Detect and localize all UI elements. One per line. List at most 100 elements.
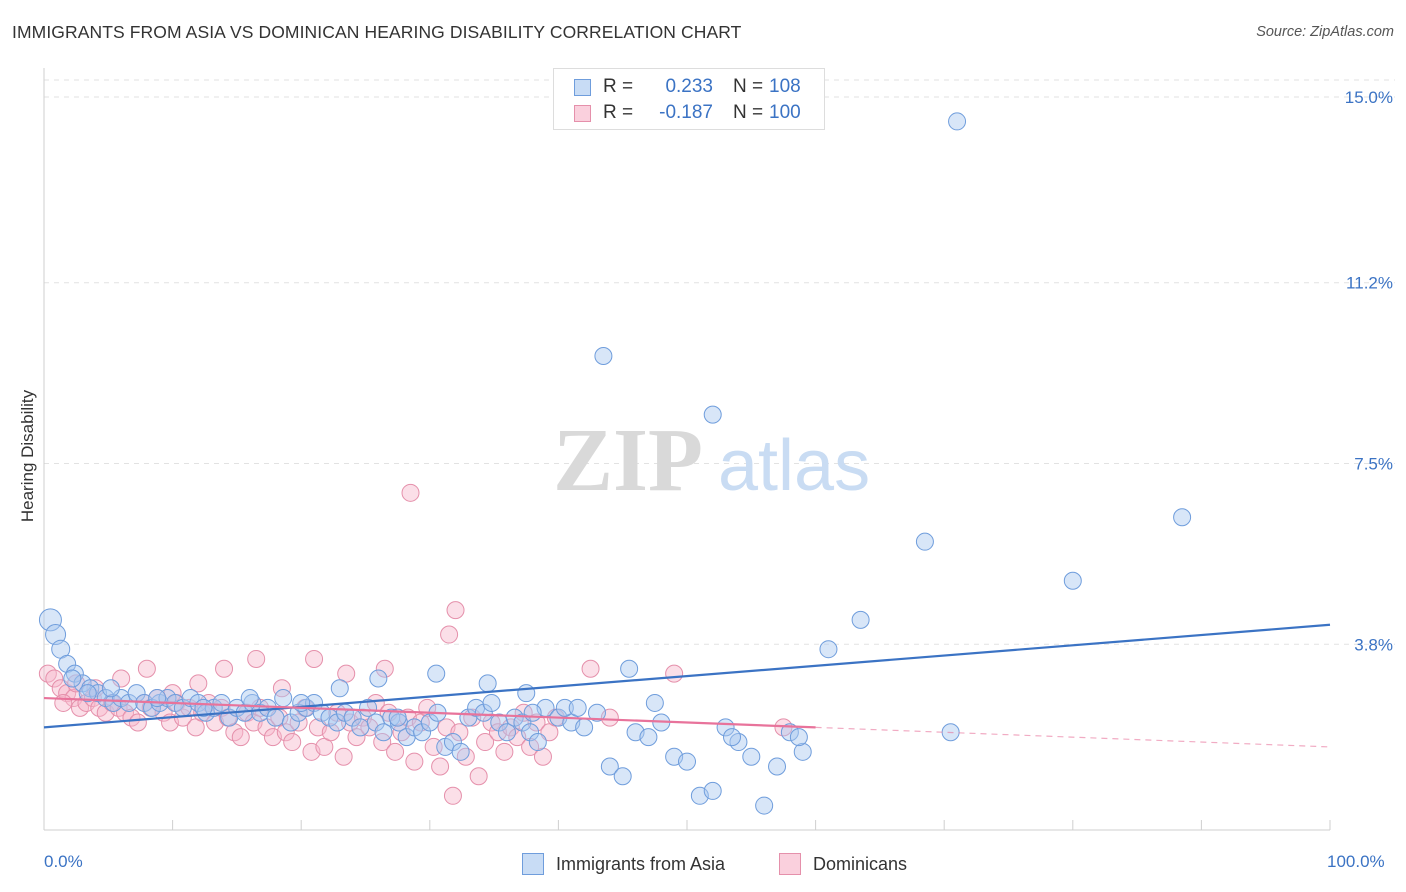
data-point [819,640,838,659]
data-point [575,718,594,737]
data-point [148,689,167,708]
data-point [443,733,462,752]
legend-r-value: -0.187 [659,102,713,123]
data-point [440,625,459,644]
data-point [703,405,722,424]
data-point [334,747,353,766]
data-point [665,664,684,683]
data-point [266,708,285,727]
legend-label-dominicans: Dominicans [813,853,908,874]
data-point [703,781,722,800]
data-point [386,742,405,761]
trend-line-dominicans [43,696,816,729]
data-point [780,723,799,742]
data-point [128,713,147,732]
data-point [768,757,787,776]
data-point [369,669,388,688]
data-point [405,752,424,771]
data-point [474,703,493,722]
data-point [137,659,156,678]
legend-r-value: 0.233 [665,76,713,97]
watermark: ZIP atlas [553,411,870,510]
data-point [613,767,632,786]
data-point [478,674,497,693]
data-point [587,703,606,722]
axes [43,68,1331,831]
data-point [54,693,73,712]
data-point [639,728,658,747]
data-point [527,713,546,732]
data-point [283,733,302,752]
y-axis-label: Hearing Disability [18,389,37,523]
legend-swatch-asia [574,78,591,96]
data-point [456,747,475,766]
legend-row-asia: R = 0.233 N = 108 [574,74,809,100]
data-point [401,483,420,502]
data-point [678,752,696,771]
data-point [276,723,295,742]
data-point [443,786,462,805]
legend-swatch-asia [522,853,544,875]
data-point [723,728,742,747]
data-point [851,610,870,629]
data-point [568,698,587,717]
legend-n-value: 108 [769,76,801,97]
data-point [101,679,120,698]
data-point [413,723,432,742]
data-point [755,796,774,815]
legend-n-value: 100 [769,102,801,123]
data-point [555,698,574,717]
trend-line-asia [43,623,1331,729]
legend-r-label: R = [603,102,634,123]
watermark-zip: ZIP [553,411,703,510]
data-point [351,718,370,737]
trend-line-dominicans-extension [815,726,1331,748]
data-point [645,693,664,712]
data-point [374,723,393,742]
data-point [450,723,469,742]
legend-r-label: R = [603,76,634,97]
data-point [528,733,547,752]
data-point [281,713,300,732]
data-point [495,742,514,761]
data-point [347,728,366,747]
data-point [1063,571,1082,590]
legend-item-asia: Immigrants from Asia [522,853,725,875]
data-point [45,669,64,688]
data-point [482,693,501,712]
trend-lines [43,623,1331,748]
data-point [215,659,234,678]
data-point [793,742,812,761]
data-point [375,659,394,678]
grid-lines [44,79,1395,645]
data-point [431,757,450,776]
chart-source: Source: ZipAtlas.com [1256,24,1394,40]
x-tick-max: 100.0% [1327,852,1385,871]
y-tick-label: 3.8% [1354,635,1393,654]
correlation-legend: R = 0.233 N = 108 R = -0.187 N = 100 [553,68,825,130]
data-point [497,723,516,742]
legend-item-dominicans: Dominicans [779,853,907,875]
legend-swatch-dominicans [574,104,591,122]
legend-row-dominicans: R = -0.187 N = 100 [574,100,809,126]
data-point [451,742,470,761]
data-point [272,679,291,698]
data-point [119,693,138,712]
data-point [420,713,439,732]
data-point [517,684,536,703]
data-point [948,112,967,131]
data-point [330,679,349,698]
legend-label-asia: Immigrants from Asia [556,853,726,874]
legend-n-label: N = [733,102,764,123]
data-point [581,659,600,678]
y-tick-label: 7.5% [1354,455,1393,474]
data-point [594,346,613,365]
data-point [388,708,407,727]
y-tick-labels: 3.8% 7.5% 11.2% 15.0% [1345,88,1393,654]
y-tick-label: 15.0% [1345,88,1393,107]
y-tick-label: 11.2% [1346,274,1393,293]
data-point [63,669,82,688]
data-point [742,747,761,766]
data-point [65,664,84,683]
data-point [915,532,934,551]
